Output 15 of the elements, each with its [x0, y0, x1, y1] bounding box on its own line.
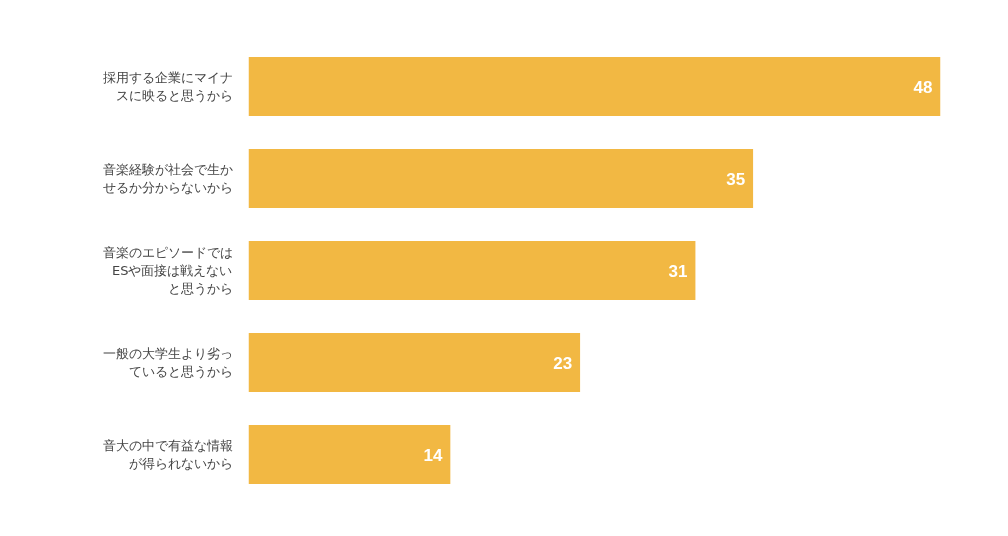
data-label: 48 — [913, 77, 933, 97]
bar — [248, 57, 941, 116]
bar — [248, 425, 451, 484]
bar — [248, 241, 696, 300]
y-tick-label: 一般の大学生より劣っていると思うから — [102, 346, 233, 379]
bar — [248, 333, 581, 392]
data-label: 35 — [726, 169, 746, 189]
y-tick-label: 採用する企業にマイナスに映ると思うから — [102, 70, 233, 103]
data-label: 14 — [423, 445, 443, 465]
bar — [248, 149, 754, 208]
data-label: 31 — [668, 261, 688, 281]
y-tick-label: 音楽経験が社会で生かせるか分からないから — [102, 162, 233, 195]
y-tick-label: 音楽のエピソードではESや面接は戦えないと思うから — [102, 245, 233, 296]
y-tick-label: 音大の中で有益な情報が得られないから — [102, 438, 233, 471]
data-label: 23 — [553, 353, 573, 373]
